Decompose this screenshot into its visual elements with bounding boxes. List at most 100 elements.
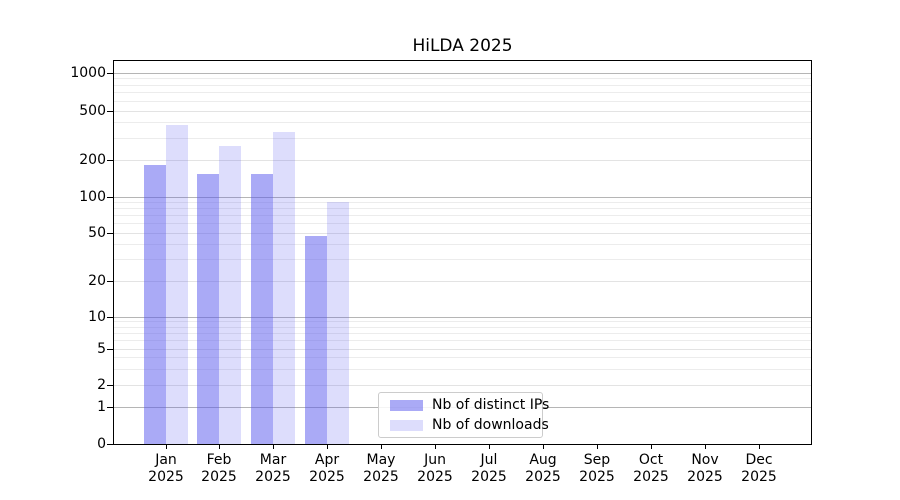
gridline-minor [114, 321, 811, 322]
y-tick [107, 317, 114, 318]
gridline-minor [114, 85, 811, 86]
x-tick-month: Jun [424, 452, 446, 468]
gridline [114, 111, 811, 112]
x-tick [651, 445, 652, 449]
gridline [114, 281, 811, 282]
gridline-major [114, 197, 811, 198]
x-tick-label-jun: Jun 2025 [407, 452, 463, 486]
x-tick-label-mar: Mar 2025 [245, 452, 301, 486]
x-tick-month: Sep [583, 452, 611, 468]
x-tick-month: Apr [314, 452, 340, 468]
bar-distinct-ips-mar [251, 174, 274, 444]
gridline [114, 385, 811, 386]
y-tick [107, 407, 114, 408]
y-tick-label: 1 [97, 399, 106, 415]
legend-swatch-distinct-ips-icon [390, 399, 423, 411]
x-tick-month: May [366, 452, 396, 468]
gridline-minor [114, 327, 811, 328]
x-tick-label-aug: Aug 2025 [515, 452, 571, 486]
x-tick [597, 445, 598, 449]
gridline-minor [114, 208, 811, 209]
bar-downloads-jan [165, 124, 188, 444]
gridline [114, 233, 811, 234]
legend: Nb of distinct IPs Nb of downloads [378, 392, 549, 438]
x-tick-year: 2025 [255, 469, 291, 485]
x-tick-month: Nov [691, 452, 719, 468]
x-tick [435, 445, 436, 449]
x-tick-year: 2025 [201, 469, 237, 485]
y-tick [107, 233, 114, 234]
bar-distinct-ips-apr [305, 236, 328, 444]
bar-downloads-mar [273, 132, 296, 444]
x-tick-year: 2025 [309, 469, 345, 485]
x-tick-label-feb: Feb 2025 [191, 452, 247, 486]
spine-bottom [113, 444, 812, 445]
gridline-minor [114, 101, 811, 102]
spine-left [113, 60, 114, 445]
y-tick [107, 160, 114, 161]
gridline-minor [114, 333, 811, 334]
gridline-major [114, 73, 811, 74]
y-tick-label: 200 [79, 152, 106, 168]
gridline [114, 160, 811, 161]
y-tick [107, 444, 114, 445]
x-tick-month: Aug [529, 452, 557, 468]
bar-downloads-apr [327, 201, 350, 444]
x-tick-month: Jan [155, 452, 177, 468]
gridline-minor [114, 223, 811, 224]
y-tick [107, 73, 114, 74]
x-tick-year: 2025 [633, 469, 669, 485]
x-tick-year: 2025 [687, 469, 723, 485]
y-tick [107, 349, 114, 350]
x-tick-year: 2025 [579, 469, 615, 485]
x-tick-month: Jul [480, 452, 498, 468]
y-tick [107, 197, 114, 198]
chart-title: HiLDA 2025 [412, 36, 513, 56]
gridline [114, 349, 811, 350]
y-tick-label: 10 [88, 309, 106, 325]
spine-top [113, 60, 812, 61]
y-tick-label: 2 [97, 377, 106, 393]
gridline-minor [114, 122, 811, 123]
x-tick-year: 2025 [363, 469, 399, 485]
y-tick-label: 5 [97, 341, 106, 357]
x-tick-month: Dec [745, 452, 773, 468]
legend-swatch-downloads-icon [390, 419, 423, 431]
x-tick-year: 2025 [148, 469, 184, 485]
x-tick-label-dec: Dec 2025 [731, 452, 787, 486]
y-tick-label: 500 [79, 103, 106, 119]
gridline-minor [114, 92, 811, 93]
x-tick-year: 2025 [525, 469, 561, 485]
gridline-minor [114, 340, 811, 341]
x-tick-label-jan: Jan 2025 [138, 452, 194, 486]
y-tick-label: 1000 [70, 65, 106, 81]
x-tick-month: Mar [259, 452, 287, 468]
y-tick-label: 100 [79, 189, 106, 205]
y-tick [107, 385, 114, 386]
bar-distinct-ips-feb [197, 173, 220, 444]
x-tick-label-may: May 2025 [353, 452, 409, 486]
bar-distinct-ips-jan [143, 165, 166, 444]
x-tick [759, 445, 760, 449]
legend-label-downloads: Nb of downloads [432, 416, 549, 433]
gridline-minor [114, 78, 811, 79]
legend-item-distinct-ips: Nb of distinct IPs [387, 397, 549, 414]
x-tick-label-nov: Nov 2025 [677, 452, 733, 486]
x-tick [327, 445, 328, 449]
gridline-minor [114, 202, 811, 203]
gridline-minor [114, 369, 811, 370]
x-tick [381, 445, 382, 449]
y-tick-label: 0 [97, 436, 106, 452]
x-tick [543, 445, 544, 449]
x-tick [273, 445, 274, 449]
x-tick [489, 445, 490, 449]
x-tick [219, 445, 220, 449]
spine-right [811, 60, 812, 445]
x-tick-month: Oct [638, 452, 664, 468]
x-tick-year: 2025 [741, 469, 777, 485]
gridline-minor [114, 138, 811, 139]
x-tick-label-apr: Apr 2025 [299, 452, 355, 486]
legend-item-downloads: Nb of downloads [387, 417, 549, 434]
x-tick-label-oct: Oct 2025 [623, 452, 679, 486]
